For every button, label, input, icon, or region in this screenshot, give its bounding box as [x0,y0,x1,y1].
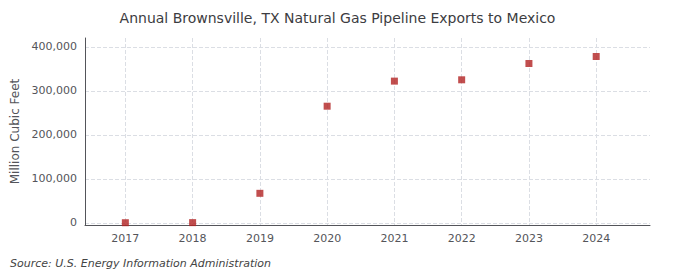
svg-text:2020: 2020 [313,232,341,245]
svg-text:Million Cubic Feet: Million Cubic Feet [8,78,22,184]
svg-text:Source: U.S. Energy Informatio: Source: U.S. Energy Information Administ… [10,257,271,270]
svg-text:400,000: 400,000 [32,40,78,53]
svg-text:2021: 2021 [380,232,408,245]
svg-text:300,000: 300,000 [32,84,78,97]
svg-text:2022: 2022 [448,232,476,245]
svg-text:Annual Brownsville, TX Natural: Annual Brownsville, TX Natural Gas Pipel… [120,10,556,26]
svg-text:2017: 2017 [111,232,139,245]
svg-text:2019: 2019 [246,232,274,245]
svg-text:0: 0 [70,216,77,229]
svg-text:200,000: 200,000 [32,128,78,141]
svg-text:100,000: 100,000 [32,172,78,185]
svg-text:2024: 2024 [582,232,610,245]
svg-text:2023: 2023 [515,232,543,245]
svg-text:2018: 2018 [179,232,207,245]
